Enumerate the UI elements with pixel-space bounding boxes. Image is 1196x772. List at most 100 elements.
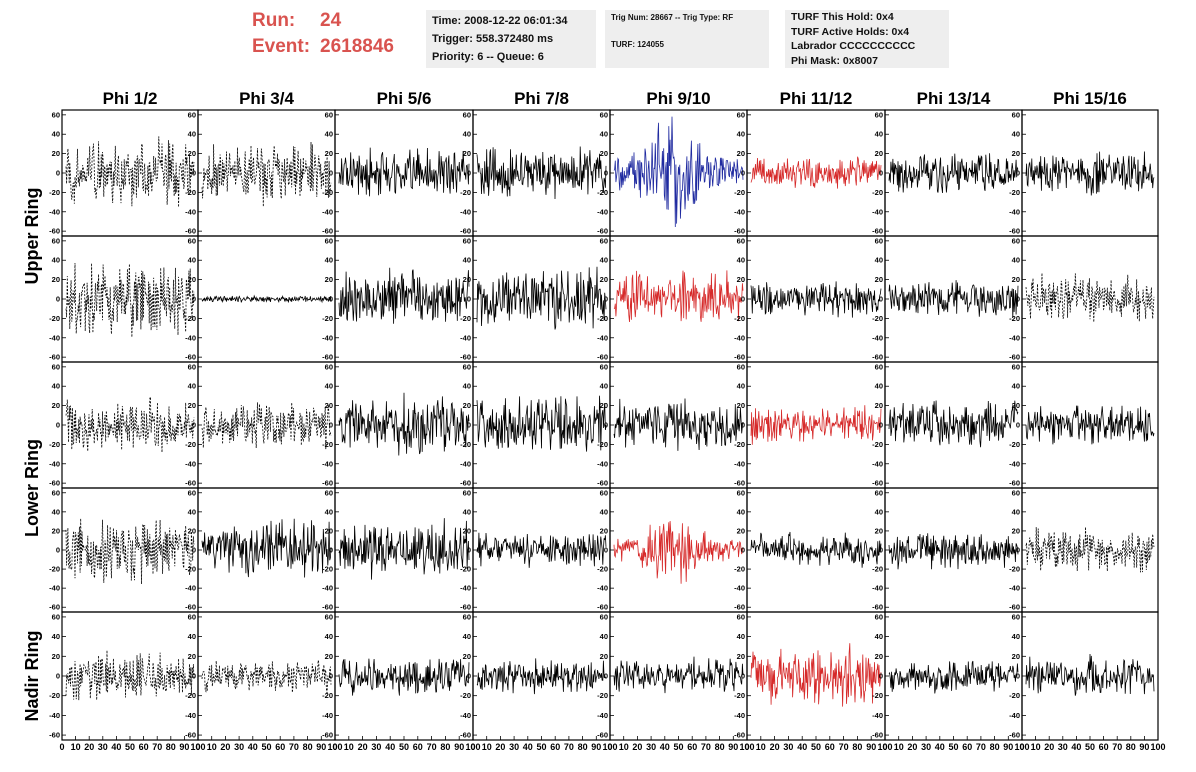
x-tick-label: 80 bbox=[166, 742, 176, 752]
y-tick-label: -40 bbox=[734, 333, 745, 342]
y-tick-label: -40 bbox=[185, 207, 196, 216]
y-tick-label: -40 bbox=[460, 333, 471, 342]
y-tick-label: -60 bbox=[1009, 603, 1020, 612]
x-tick-label: 80 bbox=[990, 742, 1000, 752]
y-tick-label: 0 bbox=[604, 295, 608, 304]
x-tick-label: 100 bbox=[602, 742, 617, 752]
y-tick-label: 20 bbox=[52, 401, 60, 410]
waveform-r5-c5 bbox=[613, 656, 744, 694]
y-tick-label: -60 bbox=[49, 731, 60, 740]
y-tick-label: -60 bbox=[734, 603, 745, 612]
y-tick-label: 60 bbox=[1012, 488, 1020, 497]
x-tick-label: 100 bbox=[190, 742, 205, 752]
waveform-r5-c3 bbox=[338, 658, 470, 696]
x-tick-label: 70 bbox=[427, 742, 437, 752]
y-tick-label: 60 bbox=[1012, 362, 1020, 371]
y-tick-label: 20 bbox=[737, 275, 745, 284]
y-tick-label: 40 bbox=[52, 382, 60, 391]
run-event-header: Run: 24 Event: 2618846 bbox=[252, 8, 422, 68]
y-tick-label: -40 bbox=[597, 207, 608, 216]
y-tick-label: 60 bbox=[325, 362, 333, 371]
x-tick-label: 40 bbox=[111, 742, 121, 752]
y-tick-label: -20 bbox=[872, 565, 883, 574]
y-tick-label: -20 bbox=[597, 188, 608, 197]
y-tick-label: 20 bbox=[600, 401, 608, 410]
x-tick-label: 40 bbox=[797, 742, 807, 752]
y-tick-label: 20 bbox=[463, 652, 471, 661]
x-tick-label: 60 bbox=[962, 742, 972, 752]
x-tick-label: 50 bbox=[948, 742, 958, 752]
y-tick-label: 60 bbox=[325, 236, 333, 245]
y-tick-label: -20 bbox=[1009, 691, 1020, 700]
y-tick-label: 40 bbox=[52, 256, 60, 265]
y-tick-label: 40 bbox=[1012, 130, 1020, 139]
x-tick-label: 0 bbox=[59, 742, 64, 752]
y-tick-label: 60 bbox=[325, 110, 333, 119]
x-tick-label: 70 bbox=[839, 742, 849, 752]
y-tick-label: 60 bbox=[52, 110, 60, 119]
waveform-r3-c5 bbox=[613, 398, 744, 451]
y-tick-label: -60 bbox=[49, 227, 60, 236]
y-tick-label: -40 bbox=[49, 207, 60, 216]
y-tick-label: 20 bbox=[600, 275, 608, 284]
y-tick-label: -20 bbox=[460, 314, 471, 323]
y-tick-label: 0 bbox=[879, 295, 883, 304]
y-tick-label: 20 bbox=[1012, 526, 1020, 535]
x-tick-label: 40 bbox=[1071, 742, 1081, 752]
y-tick-label: -60 bbox=[322, 479, 333, 488]
y-tick-label: -20 bbox=[322, 188, 333, 197]
y-tick-label: 40 bbox=[875, 632, 883, 641]
waveform-r4-c2 bbox=[201, 518, 332, 578]
y-tick-label: 40 bbox=[325, 632, 333, 641]
y-tick-label: 0 bbox=[604, 672, 608, 681]
y-tick-label: 40 bbox=[325, 507, 333, 516]
y-tick-label: 0 bbox=[879, 672, 883, 681]
y-tick-label: 40 bbox=[325, 256, 333, 265]
x-tick-label: 60 bbox=[413, 742, 423, 752]
y-tick-label: 0 bbox=[1016, 295, 1020, 304]
y-tick-label: 20 bbox=[52, 275, 60, 284]
waveform-r1-c6 bbox=[750, 156, 882, 189]
y-tick-label: -20 bbox=[734, 691, 745, 700]
y-tick-label: 40 bbox=[325, 382, 333, 391]
y-tick-label: 0 bbox=[1016, 546, 1020, 555]
turf-text: TURF: 124055 bbox=[611, 40, 664, 49]
y-tick-label: -20 bbox=[49, 691, 60, 700]
x-tick-label: 90 bbox=[1139, 742, 1149, 752]
y-tick-label: -40 bbox=[734, 459, 745, 468]
waveform-r2-c7 bbox=[888, 280, 1019, 319]
x-tick-label: 30 bbox=[234, 742, 244, 752]
x-tick-label: 20 bbox=[907, 742, 917, 752]
waveform-r5-c8 bbox=[1025, 653, 1155, 696]
waveform-r2-c6 bbox=[750, 281, 882, 318]
y-tick-label: 0 bbox=[1016, 169, 1020, 178]
y-tick-label: 0 bbox=[604, 421, 608, 430]
waveform-r1-c3 bbox=[338, 147, 470, 197]
x-tick-label: 10 bbox=[894, 742, 904, 752]
column-header-7: Phi 13/14 bbox=[917, 89, 991, 108]
waveform-r5-c1 bbox=[65, 650, 195, 701]
y-tick-label: -20 bbox=[597, 440, 608, 449]
y-tick-label: 40 bbox=[1012, 632, 1020, 641]
y-tick-label: -40 bbox=[322, 459, 333, 468]
waveform-r2-c5 bbox=[613, 270, 744, 323]
x-tick-label: 40 bbox=[660, 742, 670, 752]
y-tick-label: -60 bbox=[460, 353, 471, 362]
x-tick-label: 80 bbox=[303, 742, 313, 752]
row-label-5: Nadir Ring bbox=[22, 630, 42, 721]
turf-info-box: TURF This Hold: 0x4 TURF Active Holds: 0… bbox=[785, 10, 949, 68]
y-tick-label: -60 bbox=[1009, 479, 1020, 488]
y-tick-label: -40 bbox=[1009, 711, 1020, 720]
y-tick-label: -60 bbox=[734, 353, 745, 362]
y-tick-label: -20 bbox=[460, 565, 471, 574]
y-tick-label: 60 bbox=[1012, 236, 1020, 245]
y-tick-label: -40 bbox=[872, 333, 883, 342]
waveform-r3-c6 bbox=[750, 405, 882, 445]
y-tick-label: 40 bbox=[600, 130, 608, 139]
x-tick-label: 90 bbox=[728, 742, 738, 752]
waveform-r5-c4 bbox=[476, 658, 607, 695]
y-tick-label: -40 bbox=[460, 207, 471, 216]
y-tick-label: 40 bbox=[875, 507, 883, 516]
waveform-r1-c7 bbox=[888, 153, 1019, 194]
run-label: Run: bbox=[252, 10, 296, 31]
